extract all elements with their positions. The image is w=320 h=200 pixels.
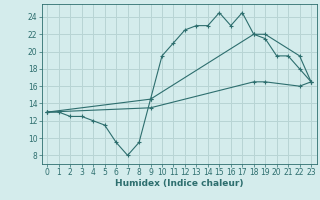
X-axis label: Humidex (Indice chaleur): Humidex (Indice chaleur) — [115, 179, 244, 188]
